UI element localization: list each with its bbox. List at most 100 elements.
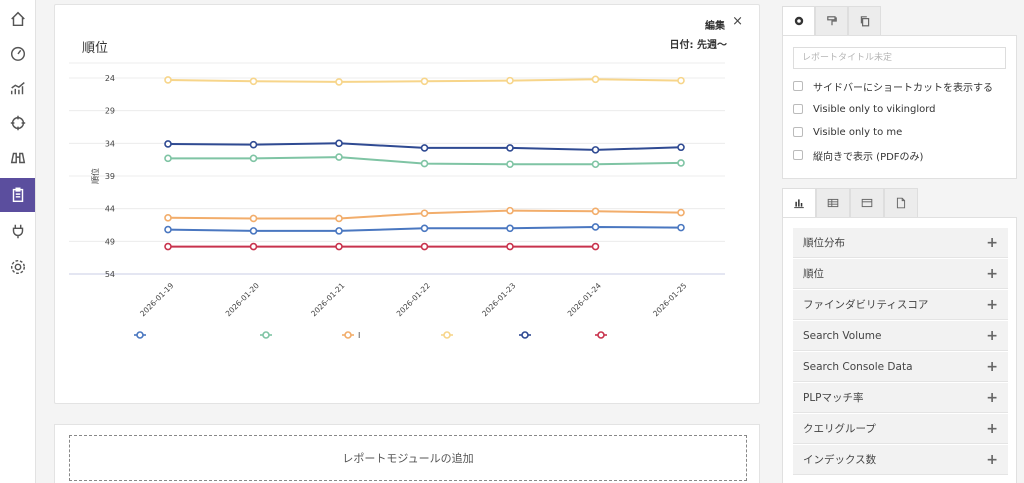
checkbox-row-visible-vikinglord[interactable]: Visible only to vikinglord: [793, 101, 936, 117]
data-point[interactable]: [506, 224, 514, 233]
data-point[interactable]: [677, 159, 685, 167]
data-point[interactable]: [335, 214, 343, 223]
checkbox-row-portrait[interactable]: 縦向きで表示 (PDFのみ): [793, 147, 923, 163]
data-point[interactable]: [591, 207, 600, 216]
checkbox[interactable]: [793, 127, 803, 137]
data-point[interactable]: [506, 76, 514, 85]
data-point[interactable]: [335, 78, 343, 86]
data-point[interactable]: [591, 223, 600, 231]
data-point[interactable]: [420, 209, 429, 218]
nav-integrations[interactable]: [0, 214, 35, 248]
data-point[interactable]: [506, 160, 514, 169]
nav-reports[interactable]: [0, 178, 35, 212]
tab-copy[interactable]: [848, 6, 881, 36]
report-settings-panel: サイドバーにショートカットを表示する Visible only to vikin…: [782, 35, 1017, 179]
legend-marker[interactable]: [597, 331, 605, 339]
data-point[interactable]: [591, 146, 600, 154]
close-icon[interactable]: ×: [732, 14, 743, 29]
plus-icon[interactable]: +: [986, 234, 998, 251]
crosshair-icon: [10, 115, 25, 131]
data-point[interactable]: [164, 214, 172, 222]
module-item-search-console-data[interactable]: Search Console Data +: [793, 352, 1008, 382]
legend-marker[interactable]: [136, 331, 144, 339]
data-point[interactable]: [164, 154, 172, 163]
data-point[interactable]: [420, 224, 429, 233]
data-point[interactable]: [506, 206, 514, 215]
edit-link[interactable]: 編集: [705, 21, 725, 32]
data-point[interactable]: [506, 144, 514, 152]
nav-home[interactable]: [0, 2, 35, 36]
data-point[interactable]: [591, 160, 600, 169]
data-point[interactable]: [677, 208, 685, 217]
data-point[interactable]: [677, 143, 685, 152]
plus-icon[interactable]: +: [986, 358, 998, 375]
legend-label[interactable]: I: [358, 331, 360, 340]
checkbox-label: サイドバーにショートカットを表示する: [813, 82, 993, 94]
y-tick-label: 29: [105, 107, 115, 116]
data-point[interactable]: [249, 154, 258, 163]
nav-settings[interactable]: [0, 250, 35, 284]
gear-icon: [10, 259, 25, 275]
data-point[interactable]: [677, 76, 685, 85]
nav-analytics[interactable]: [0, 71, 35, 105]
data-point[interactable]: [335, 153, 343, 161]
data-point[interactable]: [249, 214, 258, 223]
checkbox[interactable]: [793, 81, 803, 91]
legend-marker[interactable]: [443, 331, 451, 339]
plug-icon: [12, 224, 23, 239]
tab-style[interactable]: [815, 6, 848, 36]
data-point[interactable]: [335, 227, 343, 235]
legend-marker[interactable]: [521, 331, 529, 339]
module-item-findability-score[interactable]: ファインダビリティスコア +: [793, 290, 1008, 320]
checkbox[interactable]: [793, 150, 803, 160]
module-item-label: インデックス数: [803, 454, 877, 466]
data-point[interactable]: [591, 242, 600, 251]
checkbox-row-shortcut[interactable]: サイドバーにショートカットを表示する: [793, 78, 993, 94]
data-point[interactable]: [249, 140, 258, 149]
module-item-query-group[interactable]: クエリグループ +: [793, 414, 1008, 444]
plus-icon[interactable]: +: [986, 265, 998, 282]
nav-target[interactable]: [0, 106, 35, 140]
report-title-input[interactable]: [793, 47, 1006, 69]
plus-icon[interactable]: +: [986, 420, 998, 437]
module-item-search-volume[interactable]: Search Volume +: [793, 321, 1008, 351]
tab-charts[interactable]: [782, 188, 816, 218]
checkbox-row-visible-me[interactable]: Visible only to me: [793, 124, 902, 140]
legend-marker[interactable]: [344, 331, 352, 339]
legend-marker[interactable]: [262, 331, 270, 339]
tab-documents[interactable]: [884, 188, 918, 218]
module-item-plp-match-rate[interactable]: PLPマッチ率 +: [793, 383, 1008, 413]
table-icon: [827, 198, 839, 208]
nav-dashboard[interactable]: [0, 36, 35, 70]
binoculars-icon: [10, 152, 25, 164]
data-point[interactable]: [335, 139, 343, 148]
data-point[interactable]: [591, 75, 600, 84]
data-point[interactable]: [249, 227, 258, 235]
module-item-rank[interactable]: 順位 +: [793, 259, 1008, 289]
checkbox[interactable]: [793, 104, 803, 114]
data-point[interactable]: [420, 159, 429, 168]
data-point[interactable]: [506, 242, 514, 251]
module-item-rank-distribution[interactable]: 順位分布 +: [793, 228, 1008, 258]
add-report-module-button[interactable]: レポートモジュールの追加: [69, 435, 747, 481]
data-point[interactable]: [249, 242, 258, 251]
data-point[interactable]: [164, 76, 172, 84]
data-point[interactable]: [420, 77, 429, 86]
data-point[interactable]: [164, 225, 172, 234]
tab-settings[interactable]: [782, 6, 815, 36]
data-point[interactable]: [249, 77, 258, 86]
plus-icon[interactable]: +: [986, 296, 998, 313]
plus-icon[interactable]: +: [986, 389, 998, 406]
data-point[interactable]: [420, 242, 429, 251]
tab-tables[interactable]: [816, 188, 850, 218]
plus-icon[interactable]: +: [986, 451, 998, 468]
data-point[interactable]: [420, 144, 429, 152]
tab-cards[interactable]: [850, 188, 884, 218]
data-point[interactable]: [335, 242, 343, 251]
nav-research[interactable]: [0, 141, 35, 175]
module-item-index-count[interactable]: インデックス数 +: [793, 445, 1008, 475]
data-point[interactable]: [677, 223, 685, 232]
data-point[interactable]: [164, 140, 172, 148]
data-point[interactable]: [164, 242, 172, 251]
plus-icon[interactable]: +: [986, 327, 998, 344]
